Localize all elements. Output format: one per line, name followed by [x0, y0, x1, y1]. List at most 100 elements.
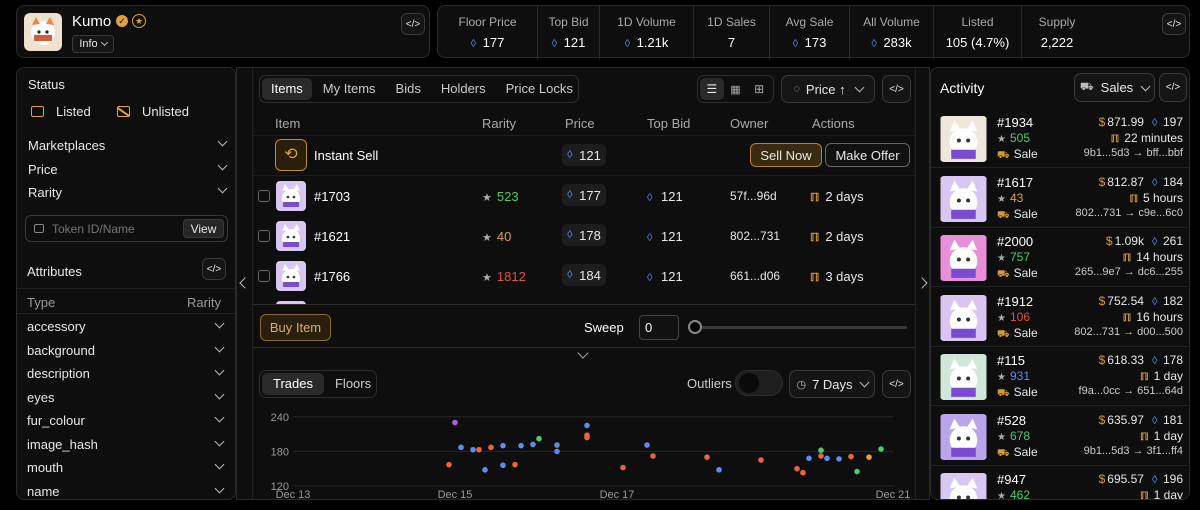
trade-point[interactable] [848, 453, 854, 460]
trade-point[interactable] [536, 435, 542, 442]
listed-filter[interactable]: Listed [31, 104, 91, 119]
sell-now-button[interactable]: Sell Now [750, 143, 822, 167]
to-address[interactable]: 651...64d [1137, 385, 1183, 397]
table-row[interactable]: #1766 ★ 1812 ◊ 184 ◊ 121 661...d06 ℿ 3 days [253, 256, 915, 296]
from-address[interactable]: 9b1...5d3 [1083, 147, 1130, 159]
price-filter[interactable]: Price [28, 160, 228, 177]
info-dropdown[interactable]: Info [72, 35, 114, 53]
table-row[interactable]: #1621 ★ 40 ◊ 178 ◊ 121 802...731 ℿ 2 days [253, 216, 915, 256]
trade-point[interactable] [704, 454, 710, 460]
collapse-left-handle[interactable] [237, 68, 253, 499]
row-checkbox[interactable] [258, 230, 270, 242]
token-search-input[interactable] [52, 220, 172, 238]
chart-tab-floors[interactable]: Floors [334, 376, 372, 391]
from-address[interactable]: 802...731 [1075, 206, 1122, 219]
from-address[interactable]: 802...731 [1074, 325, 1121, 338]
to-address[interactable]: c9e...6c0 [1138, 206, 1183, 219]
item-owner[interactable]: 57f...96d [730, 189, 777, 203]
activity-embed-button[interactable]: </> [1159, 73, 1187, 102]
trade-point[interactable] [818, 447, 824, 454]
attribute-filter-image-hash[interactable]: image_hash [17, 434, 235, 456]
activity-filter-dropdown[interactable]: ⛟ Sales [1074, 73, 1155, 102]
trade-point[interactable] [500, 462, 506, 469]
trade-point[interactable] [878, 446, 884, 452]
tab-my-items[interactable]: My Items [322, 81, 376, 96]
to-address[interactable]: 3f1...ff4 [1146, 444, 1184, 457]
sweep-slider-track[interactable] [693, 326, 907, 329]
attribute-filter-accessory[interactable]: accessory [17, 316, 235, 338]
range-dropdown[interactable]: ◷ 7 Days [789, 370, 875, 398]
activity-item[interactable]: #1912 ★ 106 ⛟ Sale $752.54 ◊ 182 ℿ 16 hours 802...… [931, 289, 1189, 347]
grid-small-icon[interactable]: ▦ [730, 83, 741, 96]
trade-point[interactable] [530, 441, 536, 448]
trade-point[interactable] [620, 464, 626, 471]
activity-item[interactable]: #2000 ★ 757 ⛟ Sale $1.09k ◊ 261 ℿ 14 hours 265...9… [931, 229, 1189, 287]
sort-dropdown[interactable]: ◌ Price ↑ [781, 75, 875, 103]
trade-point[interactable] [470, 446, 476, 453]
trade-point[interactable] [458, 444, 464, 451]
trade-point[interactable] [854, 468, 860, 475]
attribute-filter-name[interactable]: name [17, 481, 235, 500]
item-owner[interactable]: 661...d06 [730, 269, 781, 283]
trade-point[interactable] [818, 453, 824, 459]
activity-item[interactable]: #115 ★ 931 ⛟ Sale $618.33 ◊ 178 ℿ 1 day f9a...0cc →… [931, 348, 1189, 406]
attributes-embed-button[interactable]: </> [202, 258, 226, 280]
unlisted-filter[interactable]: Unlisted [116, 104, 189, 119]
trade-point[interactable] [452, 419, 458, 426]
list-view-icon[interactable]: ☰ [700, 78, 724, 100]
make-offer-button[interactable]: Make Offer [825, 143, 910, 167]
sweep-slider-handle[interactable] [688, 320, 702, 334]
activity-item[interactable]: #1617 ★ 43 ⛟ Sale $812.87 ◊ 184 ℿ 5 hours 802...73… [931, 170, 1189, 228]
trade-point[interactable] [800, 469, 806, 476]
trade-point[interactable] [836, 456, 842, 462]
trade-point[interactable] [554, 442, 560, 448]
attribute-filter-background[interactable]: background [17, 340, 235, 362]
buy-item-button[interactable]: Buy Item [260, 314, 331, 341]
trade-point[interactable] [518, 442, 524, 449]
trade-point[interactable] [476, 446, 482, 453]
sweep-input[interactable] [639, 315, 679, 340]
to-address[interactable]: bff...bbf [1146, 147, 1184, 159]
stats-embed-button[interactable]: </> [1162, 13, 1186, 35]
embed-code-button[interactable]: </> [401, 13, 425, 35]
trade-point[interactable] [446, 461, 452, 468]
marketplaces-filter[interactable]: Marketplaces [28, 136, 228, 153]
trade-point[interactable] [482, 467, 488, 473]
table-row[interactable]: #1703 ★ 523 ◊ 177 ◊ 121 57f...96d ℿ 2 days [253, 176, 915, 216]
from-address[interactable]: 9b1...5d3 [1083, 444, 1130, 457]
to-address[interactable]: d00...500 [1137, 325, 1183, 338]
attribute-filter-eyes[interactable]: eyes [17, 387, 235, 409]
expand-chevron-icon[interactable] [577, 347, 589, 359]
rarity-filter[interactable]: Rarity [28, 183, 228, 200]
chart-embed-button[interactable]: </> [882, 370, 911, 398]
from-address[interactable]: f9a...0cc [1078, 385, 1121, 397]
trade-point[interactable] [500, 442, 506, 449]
attribute-filter-fur-colour[interactable]: fur_colour [17, 410, 235, 432]
activity-item[interactable]: #1934 ★ 505 ⛟ Sale $871.99 ◊ 197 ℿ 22 minutes 9b1.… [931, 110, 1189, 168]
trade-point[interactable] [806, 455, 812, 462]
grid-large-icon[interactable]: ⊞ [754, 82, 765, 96]
trade-point[interactable] [554, 448, 560, 455]
tab-price-locks[interactable]: Price Locks [505, 81, 573, 96]
to-address[interactable]: dc6...255 [1137, 266, 1183, 278]
outliers-toggle[interactable] [735, 370, 783, 396]
trade-point[interactable] [758, 457, 764, 463]
trade-point[interactable] [584, 422, 590, 429]
trade-point[interactable] [716, 467, 722, 473]
attribute-filter-description[interactable]: description [17, 363, 235, 385]
tab-bids[interactable]: Bids [395, 81, 421, 96]
trade-point[interactable] [512, 461, 518, 468]
items-embed-button[interactable]: </> [882, 75, 911, 103]
collapse-right-handle[interactable] [915, 68, 929, 499]
row-checkbox[interactable] [258, 190, 270, 202]
trade-point[interactable] [488, 444, 494, 451]
trade-point[interactable] [794, 465, 800, 472]
tab-items[interactable]: Items [262, 78, 312, 100]
activity-item[interactable]: #528 ★ 678 ⛟ Sale $635.97 ◊ 181 ℿ 1 day 9b1...5d3 →… [931, 408, 1189, 466]
chart-tab-trades[interactable]: Trades [262, 373, 324, 395]
item-owner[interactable]: 802...731 [730, 229, 781, 243]
trade-point[interactable] [866, 454, 872, 460]
trade-point[interactable] [824, 455, 830, 462]
trade-point[interactable] [584, 434, 590, 441]
